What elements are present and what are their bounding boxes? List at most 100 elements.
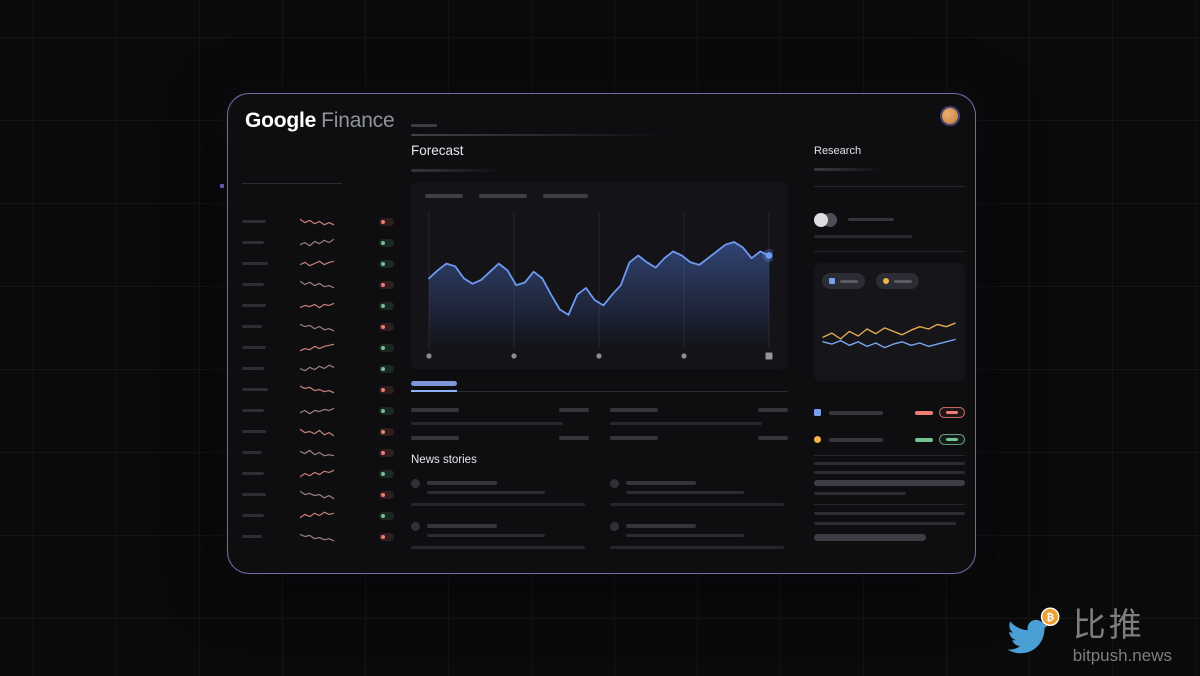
watchlist-row[interactable] (242, 463, 394, 484)
skeleton-bar (411, 408, 459, 412)
toggle-knob-on (814, 213, 828, 227)
ticker-label-placeholder (242, 241, 264, 244)
watchlist-row[interactable] (242, 484, 394, 505)
red-dot-icon (381, 534, 385, 539)
news-source-icon (411, 522, 420, 531)
news-item[interactable] (610, 521, 788, 555)
divider (814, 186, 965, 187)
yellow-dot-icon (814, 436, 821, 443)
skeleton-line (610, 422, 762, 425)
active-tab-indicator[interactable] (411, 381, 457, 386)
skeleton-bar (411, 503, 585, 506)
watchlist-row[interactable] (242, 442, 394, 463)
sparkline-chart (300, 449, 334, 457)
research-title: Research (814, 145, 862, 157)
skeleton-bar (427, 491, 545, 494)
legend-row-blue[interactable] (814, 407, 965, 418)
research-panel: Research (814, 94, 965, 573)
watchlist-row[interactable] (242, 505, 394, 526)
watchlist-row[interactable] (242, 253, 394, 274)
range-slider-dot[interactable] (511, 353, 517, 359)
green-dot-icon (381, 366, 385, 371)
watchlist-row[interactable] (242, 526, 394, 547)
watchlist-row[interactable] (242, 379, 394, 400)
brand-name-chinese: 比推 (1072, 606, 1145, 644)
range-slider-dot[interactable] (681, 353, 687, 359)
sparkline-chart (300, 218, 334, 226)
bitpush-bird-logo: ₿ (1005, 605, 1061, 666)
ticker-label-placeholder (242, 262, 268, 265)
skeleton-line (814, 492, 906, 495)
skeleton-bar (559, 408, 589, 412)
skeleton-bar (626, 491, 744, 494)
red-dot-icon (381, 219, 385, 224)
watchlist-row[interactable] (242, 295, 394, 316)
watchlist-row[interactable] (242, 337, 394, 358)
news-item[interactable] (411, 521, 589, 555)
divider (814, 504, 965, 505)
google-finance-window: Google Finance Forecast (227, 93, 976, 574)
sparkline-chart (300, 280, 334, 289)
green-dot-icon (381, 513, 385, 518)
blue-square-icon (829, 278, 835, 284)
change-badge-green (379, 259, 394, 268)
news-item[interactable] (411, 478, 589, 512)
watchlist-row[interactable] (242, 358, 394, 379)
brand-name-english: bitpush.news (1072, 646, 1172, 665)
news-grid (411, 478, 788, 555)
filter-pill-yellow[interactable] (876, 273, 919, 289)
green-dot-icon (381, 303, 385, 308)
sparkline-chart (300, 260, 334, 267)
skeleton-bar (610, 503, 784, 506)
green-dot-icon (381, 345, 385, 350)
skeleton-line (814, 522, 956, 525)
skeleton-bar (848, 218, 894, 221)
series-blue (822, 338, 956, 349)
range-slider-dot[interactable] (426, 353, 432, 359)
card-edge-marker (220, 184, 224, 188)
google-finance-logo[interactable]: Google Finance (245, 109, 395, 133)
blue-square-icon (814, 409, 821, 416)
range-slider-dot[interactable] (596, 353, 602, 359)
news-item[interactable] (610, 478, 788, 512)
range-slider-handle[interactable] (765, 352, 773, 360)
green-dot-icon (381, 471, 385, 476)
user-avatar[interactable] (942, 108, 958, 124)
filter-pill-blue[interactable] (822, 273, 865, 289)
watchlist-row[interactable] (242, 274, 394, 295)
red-dot-icon (381, 282, 385, 287)
skeleton-bar (543, 194, 588, 198)
watchlist-row[interactable] (242, 421, 394, 442)
watchlist-row[interactable] (242, 211, 394, 232)
watchlist-divider (242, 183, 342, 184)
change-badge-red (379, 280, 394, 289)
ticker-label-placeholder (242, 430, 266, 433)
change-badge-red (379, 427, 394, 436)
change-badge-green (379, 301, 394, 310)
skeleton-line (411, 422, 563, 425)
sparkline-chart (300, 490, 334, 500)
red-dot-icon (381, 429, 385, 434)
toggle-control[interactable] (814, 213, 838, 227)
watchlist-row[interactable] (242, 232, 394, 253)
watchlist-row[interactable] (242, 400, 394, 421)
red-dot-icon (381, 492, 385, 497)
sparkline-chart (300, 385, 334, 394)
change-badge-red (379, 448, 394, 457)
skeleton-line (411, 134, 669, 136)
watchlist-row[interactable] (242, 316, 394, 337)
sparkline-chart (300, 428, 334, 437)
ticker-label-placeholder (242, 388, 268, 391)
ticker-label-placeholder (242, 304, 266, 307)
legend-row-yellow[interactable] (814, 434, 965, 445)
news-source-icon (411, 479, 420, 488)
forecast-chart-panel (411, 182, 788, 369)
ticker-label-placeholder (242, 535, 262, 538)
skeleton-bar (427, 481, 497, 485)
forecast-line-chart[interactable] (425, 208, 773, 364)
ticker-label-placeholder (242, 325, 262, 328)
sparkline-chart (300, 364, 334, 372)
series-yellow (822, 322, 956, 340)
bitpush-watermark: ₿ 比推 bitpush.news (1005, 605, 1172, 666)
logo-google-text: Google (245, 109, 317, 132)
